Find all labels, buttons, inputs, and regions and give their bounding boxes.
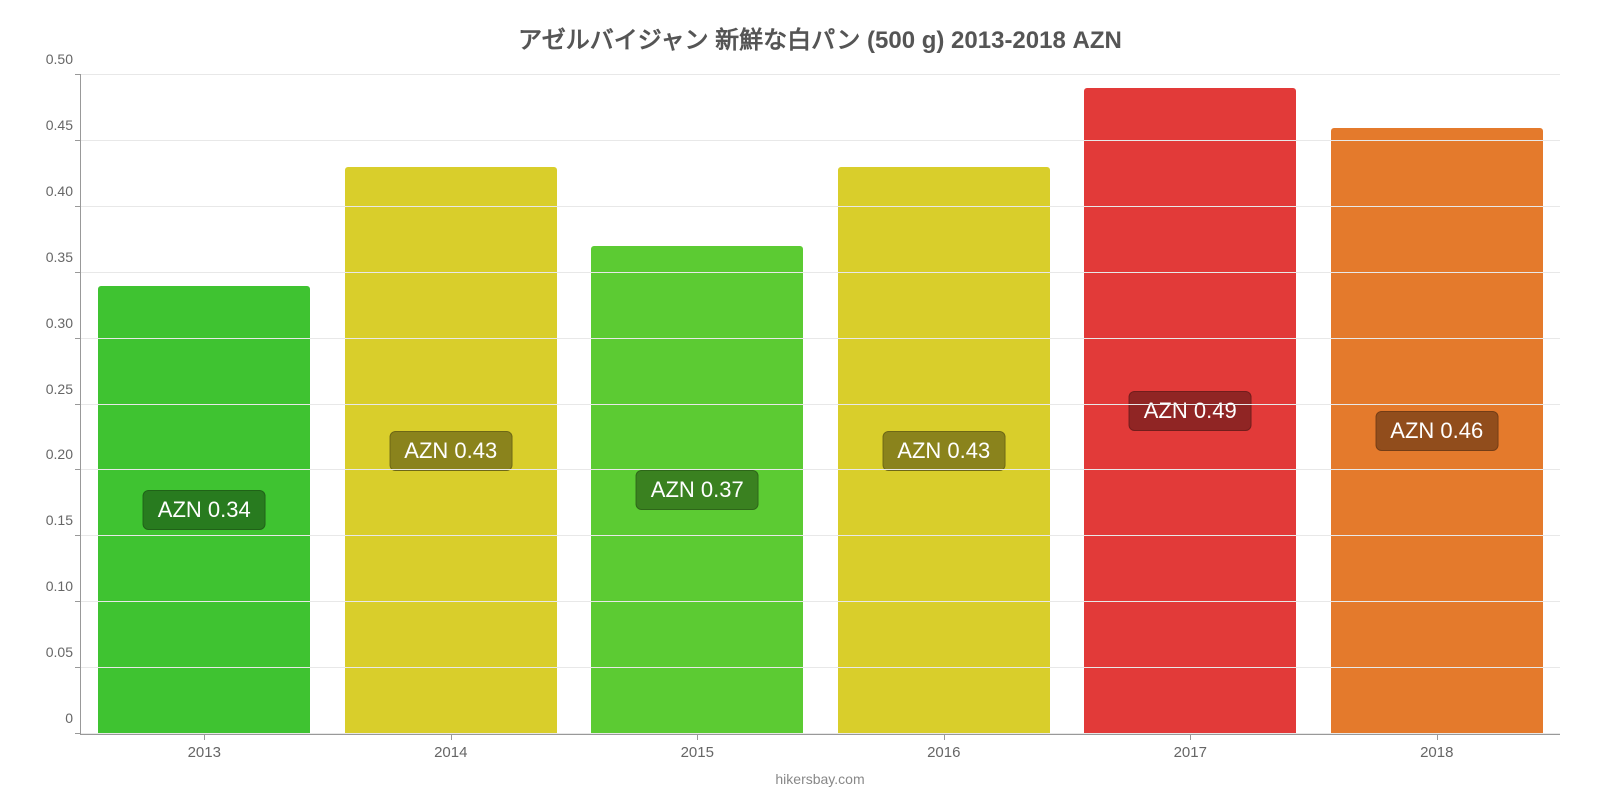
x-tick-label: 2013 bbox=[188, 734, 221, 761]
chart-container: アゼルバイジャン 新鮮な白パン (500 g) 2013-2018 AZN AZ… bbox=[0, 0, 1600, 800]
gridline bbox=[81, 404, 1560, 405]
bar-slot: AZN 0.432016 bbox=[821, 75, 1068, 734]
bar-value-label: AZN 0.43 bbox=[389, 431, 512, 471]
y-tick-mark bbox=[75, 272, 81, 273]
y-tick-label: 0.35 bbox=[46, 249, 81, 265]
plot-area: AZN 0.342013AZN 0.432014AZN 0.372015AZN … bbox=[80, 75, 1560, 735]
y-tick-mark bbox=[75, 667, 81, 668]
y-tick-mark bbox=[75, 140, 81, 141]
bar-slot: AZN 0.372015 bbox=[574, 75, 821, 734]
x-tick-label: 2015 bbox=[681, 734, 714, 761]
bar-slot: AZN 0.342013 bbox=[81, 75, 328, 734]
y-tick-label: 0.40 bbox=[46, 183, 81, 199]
bar-slot: AZN 0.462018 bbox=[1314, 75, 1561, 734]
gridline bbox=[81, 601, 1560, 602]
bar: AZN 0.37 bbox=[591, 246, 803, 734]
bar-value-label: AZN 0.46 bbox=[1375, 411, 1498, 451]
y-tick-label: 0.25 bbox=[46, 381, 81, 397]
bars-wrap: AZN 0.342013AZN 0.432014AZN 0.372015AZN … bbox=[81, 75, 1560, 734]
y-tick-label: 0.15 bbox=[46, 512, 81, 528]
y-tick-mark bbox=[75, 404, 81, 405]
x-tick-label: 2018 bbox=[1420, 734, 1453, 761]
bar-slot: AZN 0.492017 bbox=[1067, 75, 1314, 734]
gridline bbox=[81, 74, 1560, 75]
gridline bbox=[81, 206, 1560, 207]
bar: AZN 0.43 bbox=[345, 167, 557, 734]
y-tick-label: 0 bbox=[65, 710, 81, 726]
x-tick-label: 2017 bbox=[1174, 734, 1207, 761]
y-tick-label: 0.05 bbox=[46, 644, 81, 660]
y-tick-mark bbox=[75, 733, 81, 734]
y-tick-label: 0.30 bbox=[46, 315, 81, 331]
y-tick-label: 0.45 bbox=[46, 117, 81, 133]
y-tick-mark bbox=[75, 338, 81, 339]
y-tick-mark bbox=[75, 535, 81, 536]
gridline bbox=[81, 140, 1560, 141]
chart-title: アゼルバイジャン 新鮮な白パン (500 g) 2013-2018 AZN bbox=[80, 20, 1560, 55]
bar-value-label: AZN 0.49 bbox=[1129, 391, 1252, 431]
gridline bbox=[81, 667, 1560, 668]
bar-slot: AZN 0.432014 bbox=[328, 75, 575, 734]
bar: AZN 0.49 bbox=[1084, 88, 1296, 734]
gridline bbox=[81, 535, 1560, 536]
bar-value-label: AZN 0.43 bbox=[882, 431, 1005, 471]
gridline bbox=[81, 469, 1560, 470]
y-tick-mark bbox=[75, 206, 81, 207]
y-tick-mark bbox=[75, 601, 81, 602]
gridline bbox=[81, 338, 1560, 339]
footer-text: hikersbay.com bbox=[80, 771, 1560, 787]
x-tick-label: 2014 bbox=[434, 734, 467, 761]
y-tick-label: 0.50 bbox=[46, 51, 81, 67]
y-tick-mark bbox=[75, 74, 81, 75]
bar-value-label: AZN 0.37 bbox=[636, 470, 759, 510]
bar: AZN 0.43 bbox=[838, 167, 1050, 734]
bar-value-label: AZN 0.34 bbox=[143, 490, 266, 530]
x-tick-label: 2016 bbox=[927, 734, 960, 761]
y-tick-label: 0.10 bbox=[46, 578, 81, 594]
gridline bbox=[81, 272, 1560, 273]
y-tick-label: 0.20 bbox=[46, 446, 81, 462]
y-tick-mark bbox=[75, 469, 81, 470]
bar: AZN 0.46 bbox=[1331, 128, 1543, 734]
gridline bbox=[81, 733, 1560, 734]
